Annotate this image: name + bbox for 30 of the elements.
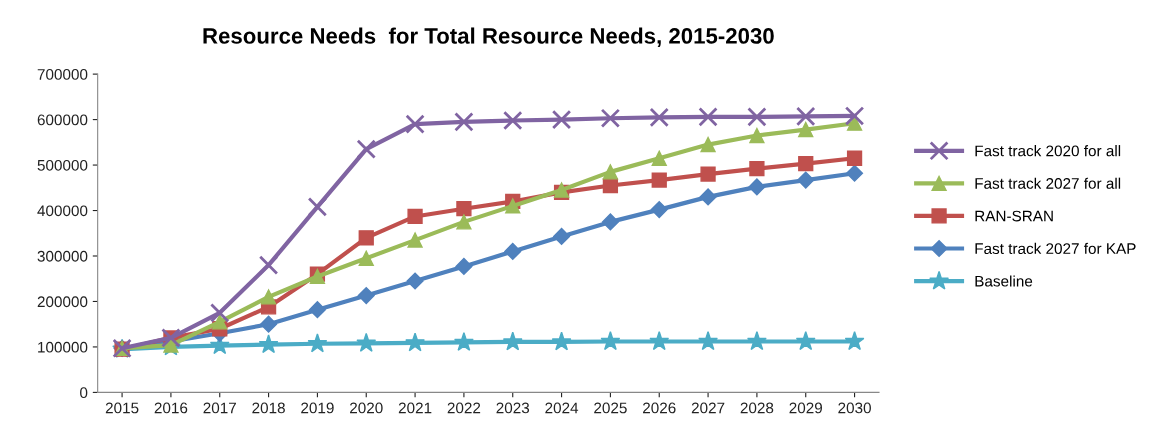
x-tick-label: 2027 bbox=[691, 402, 725, 414]
y-tick-label: 700000 bbox=[37, 68, 88, 80]
legend-label: Baseline bbox=[975, 275, 1033, 287]
x-tick-label: 2019 bbox=[301, 402, 334, 414]
y-tick-label: 300000 bbox=[37, 250, 88, 262]
x-tick-label: 2017 bbox=[203, 402, 236, 414]
x-tick-label: 2020 bbox=[350, 402, 383, 414]
y-tick-label: 200000 bbox=[37, 296, 88, 308]
y-tick-label: 0 bbox=[80, 387, 88, 399]
x-tick-label: 2023 bbox=[496, 402, 530, 414]
legend-label: Fast track 2020 for all bbox=[975, 145, 1121, 157]
legend-label: RAN-SRAN bbox=[975, 210, 1053, 222]
x-tick-label: 2024 bbox=[545, 402, 579, 414]
x-tick-label: 2021 bbox=[398, 402, 432, 414]
x-tick-label: 2018 bbox=[252, 402, 285, 414]
legend-label: Fast track 2027 for KAP bbox=[975, 242, 1136, 255]
x-tick-label: 2026 bbox=[643, 402, 676, 414]
y-tick-label: 100000 bbox=[38, 341, 88, 353]
x-tick-label: 2022 bbox=[447, 402, 481, 414]
x-tick-label: 2015 bbox=[105, 402, 139, 414]
x-tick-label: 2030 bbox=[838, 402, 871, 414]
x-tick-label: 2029 bbox=[789, 402, 823, 414]
y-tick-label: 600000 bbox=[37, 114, 88, 126]
y-tick-label: 500000 bbox=[37, 159, 88, 171]
x-tick-label: 2025 bbox=[594, 402, 627, 414]
x-tick-label: 2016 bbox=[154, 402, 188, 414]
x-tick-label: 2028 bbox=[740, 402, 774, 414]
y-tick-label: 400000 bbox=[37, 205, 88, 217]
legend-label: Fast track 2027 for all bbox=[975, 177, 1121, 189]
chart-title: Resource Needs for Total Resource Needs, 2015-2030 bbox=[203, 27, 774, 48]
